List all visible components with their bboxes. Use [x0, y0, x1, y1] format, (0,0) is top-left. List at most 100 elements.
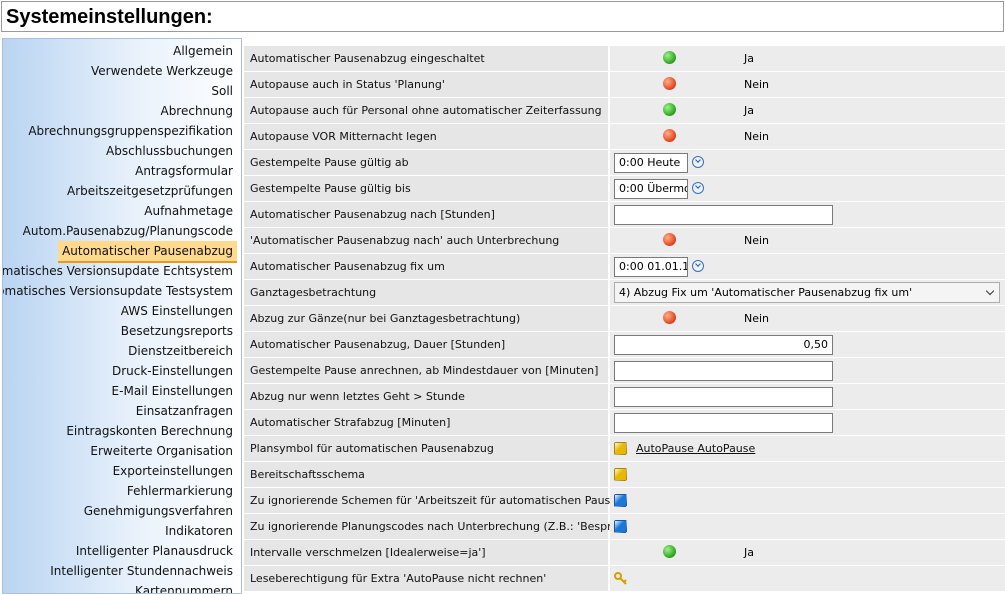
setting-value [610, 384, 1005, 409]
nav-item[interactable]: Fehlermarkierung [126, 484, 233, 498]
date-input[interactable]: 0:00 01.01.19 [614, 257, 688, 277]
setting-label: Automatischer Strafabzug [Minuten] [244, 410, 608, 435]
setting-label: Automatischer Pausenabzug eingeschaltet [244, 46, 608, 71]
nav-item[interactable]: Abrechnung [160, 104, 233, 118]
status-toggle[interactable] [663, 77, 676, 90]
setting-label: Gestempelte Pause gültig ab [244, 150, 608, 175]
status-toggle[interactable] [663, 233, 676, 246]
setting-label: Autopause auch für Personal ohne automat… [244, 98, 608, 123]
nav-item[interactable]: Intelligenter Planausdruck [75, 544, 233, 558]
setting-label: Ganztagesbetrachtung [244, 280, 608, 305]
setting-value: Ja [610, 46, 1005, 71]
setting-row: Gestempelte Pause gültig bis 0:00 Übermor… [244, 176, 1005, 202]
setting-label: Gestempelte Pause gültig bis [244, 176, 608, 201]
nav-item[interactable]: Genehmigungsverfahren [83, 504, 233, 518]
nav-item[interactable]: Intelligenter Stundennachweis [50, 564, 233, 578]
setting-value: Nein [610, 124, 1005, 149]
nav-item[interactable]: Eintragskonten Berechnung [66, 424, 233, 438]
nav-item[interactable]: Automatisches Versionsupdate Echtsystem [2, 264, 233, 278]
setting-row: Zu ignorierende Planungscodes nach Unter… [244, 514, 1005, 540]
status-toggle[interactable] [663, 103, 676, 116]
setting-row: Gestempelte Pause gültig ab 0:00 Heute [244, 150, 1005, 176]
setting-value [610, 202, 1005, 227]
nav-item[interactable]: Erweiterte Organisation [90, 444, 233, 458]
nav-item[interactable]: Abschlussbuchungen [106, 144, 233, 158]
nav-item[interactable]: Abrechnungsgruppenspezifikation [28, 124, 233, 138]
status-text: Ja [744, 104, 754, 117]
setting-value [610, 488, 1005, 513]
key-icon[interactable] [614, 572, 627, 585]
key-glyph [614, 572, 627, 585]
status-toggle[interactable] [663, 51, 676, 64]
cube-icon[interactable] [614, 468, 627, 481]
status-toggle[interactable] [663, 129, 676, 142]
nav-item[interactable]: AWS Einstellungen [120, 304, 233, 318]
setting-row: Abzug zur Gänze(nur bei Ganztagesbetrach… [244, 306, 1005, 332]
setting-value: Ja [610, 540, 1005, 565]
setting-value: 4) Abzug Fix um 'Automatischer Pausenabz… [610, 280, 1005, 305]
setting-label: Abzug zur Gänze(nur bei Ganztagesbetrach… [244, 306, 608, 331]
setting-row: Autopause auch in Status 'Planung' Nein [244, 72, 1005, 98]
status-toggle[interactable] [663, 311, 676, 324]
setting-label: Zu ignorierende Schemen für 'Arbeitszeit… [244, 488, 661, 513]
nav-item[interactable]: Aufnahmetage [144, 204, 233, 218]
date-picker-button[interactable] [692, 156, 704, 168]
setting-row: Automatischer Pausenabzug nach [Stunden] [244, 202, 1005, 228]
nav-item[interactable]: Allgemein [173, 44, 233, 58]
nav-item[interactable]: Arbeitszeitgesetzprüfungen [67, 184, 233, 198]
cube-icon[interactable] [614, 520, 627, 533]
setting-label: Automatischer Pausenabzug nach [Stunden] [244, 202, 608, 227]
setting-row: Zu ignorierende Schemen für 'Arbeitszeit… [244, 488, 1005, 514]
date-picker-button[interactable] [692, 182, 704, 194]
text-input[interactable] [614, 205, 833, 225]
setting-value: Nein [610, 228, 1005, 253]
nav-item[interactable]: E-Mail Einstellungen [111, 384, 233, 398]
link[interactable]: AutoPause AutoPause [636, 442, 756, 455]
nav-item[interactable]: Einsatzanfragen [135, 404, 233, 418]
text-input[interactable] [614, 413, 833, 433]
date-input[interactable]: 0:00 Übermorg [614, 179, 688, 199]
nav-item[interactable]: Automatischer Pausenabzug [58, 241, 237, 263]
status-text: Ja [744, 546, 754, 559]
setting-row: Bereitschaftsschema [244, 462, 1005, 488]
setting-row: Automatischer Pausenabzug eingeschaltet J… [244, 46, 1005, 72]
setting-row: Ganztagesbetrachtung 4) Abzug Fix um 'Aut… [244, 280, 1005, 306]
date-input[interactable]: 0:00 Heute [614, 153, 688, 173]
nav-item[interactable]: Besetzungsreports [120, 324, 233, 338]
nav-item[interactable]: Indikatoren [165, 524, 233, 538]
status-text: Nein [744, 130, 770, 143]
nav-panel: Allgemein Verwendete Werkzeuge Soll Abrechn… [2, 38, 242, 594]
nav-item[interactable]: Antragsformular [135, 164, 233, 178]
text-input[interactable] [614, 361, 833, 381]
setting-value: Nein [610, 72, 1005, 97]
setting-value: 0:00 01.01.19 [610, 254, 1005, 279]
text-input[interactable]: 0,50 [614, 335, 833, 355]
setting-value [610, 358, 1005, 383]
date-picker-button[interactable] [692, 260, 704, 272]
nav-item[interactable]: Autom.Pausenabzug/Planungscode [22, 224, 233, 238]
text-input[interactable] [614, 387, 833, 407]
setting-row: Automatischer Strafabzug [Minuten] [244, 410, 1005, 436]
setting-label: Autopause VOR Mitternacht legen [244, 124, 608, 149]
status-toggle[interactable] [663, 545, 676, 558]
setting-value [610, 410, 1005, 435]
nav-item[interactable]: Exporteinstellungen [112, 464, 233, 478]
setting-label: Automatischer Pausenabzug fix um [244, 254, 608, 279]
nav-item[interactable]: Dienstzeitbereich [128, 344, 233, 358]
setting-label: Plansymbol für automatischen Pausenabzug [244, 436, 608, 461]
setting-label: 'Automatischer Pausenabzug nach' auch Un… [244, 228, 608, 253]
nav-item[interactable]: Kartennummern [135, 584, 233, 594]
nav-item[interactable]: Automatisches Versionsupdate Testsystem [2, 284, 233, 298]
nav-item[interactable]: Soll [211, 84, 233, 98]
setting-value: 0:00 Heute [610, 150, 1005, 175]
cube-icon[interactable] [614, 494, 627, 507]
dropdown[interactable]: 4) Abzug Fix um 'Automatischer Pausenabz… [614, 282, 1000, 303]
page-title: Systemeinstellungen: [1, 1, 1004, 32]
setting-value [610, 514, 1005, 539]
setting-label: Gestempelte Pause anrechnen, ab Mindestd… [244, 358, 608, 383]
nav-item[interactable]: Druck-Einstellungen [111, 364, 233, 378]
cube-icon[interactable] [614, 442, 627, 455]
nav-item[interactable]: Verwendete Werkzeuge [90, 64, 233, 78]
setting-row: Automatischer Pausenabzug fix um 0:00 01.… [244, 254, 1005, 280]
